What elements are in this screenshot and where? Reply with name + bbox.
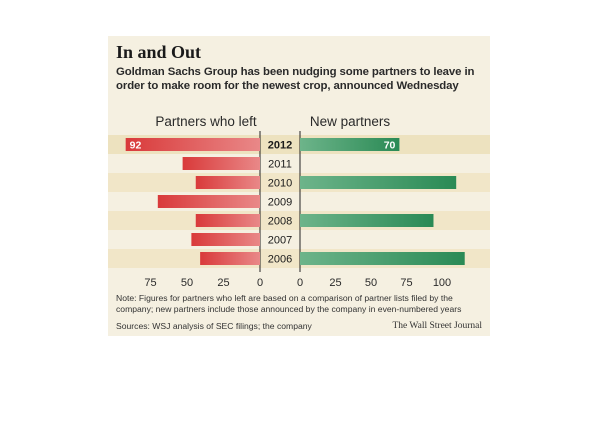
bar-new-partners: [300, 214, 434, 227]
bar-partners-left: [200, 252, 260, 265]
legend-right-heading: New partners: [310, 114, 391, 129]
right-axis-tick-label: 50: [365, 277, 377, 289]
category-label: 2010: [268, 178, 292, 190]
right-axis-tick-label: 100: [433, 277, 451, 289]
data-label-right: 70: [384, 140, 396, 152]
category-label: 2009: [268, 197, 292, 209]
chart-title: In and Out: [116, 42, 202, 62]
bar-partners-left: [195, 214, 260, 227]
data-label-left: 92: [130, 140, 142, 152]
bar-partners-left: [125, 138, 261, 151]
category-label: 2012: [268, 140, 292, 152]
left-axis-tick-label: 75: [144, 277, 156, 289]
bar-partners-left: [195, 176, 260, 189]
category-label: 2011: [268, 159, 292, 171]
right-axis-tick-label: 25: [329, 277, 341, 289]
bar-partners-left: [157, 195, 260, 208]
bar-new-partners: [300, 252, 465, 265]
bar-partners-left: [182, 157, 260, 170]
publisher-credit: The Wall Street Journal: [392, 321, 482, 331]
left-axis-tick-label: 50: [181, 277, 193, 289]
chart-note: Note: Figures for partners who left are …: [116, 293, 462, 314]
legend-left-heading: Partners who left: [155, 114, 257, 129]
category-label: 2006: [268, 254, 292, 266]
chart-subtitle: Goldman Sachs Group has been nudging som…: [116, 66, 475, 92]
bar-new-partners: [300, 176, 457, 189]
category-label: 2007: [268, 235, 292, 247]
right-axis-tick-label: 0: [297, 277, 303, 289]
right-axis-tick-label: 75: [400, 277, 412, 289]
left-axis-tick-label: 0: [257, 277, 263, 289]
left-axis-tick-label: 25: [217, 277, 229, 289]
chart-sources: Sources: WSJ analysis of SEC filings; th…: [116, 321, 312, 331]
bar-new-partners: [300, 138, 400, 151]
category-label: 2008: [268, 216, 292, 228]
bar-partners-left: [191, 233, 260, 246]
